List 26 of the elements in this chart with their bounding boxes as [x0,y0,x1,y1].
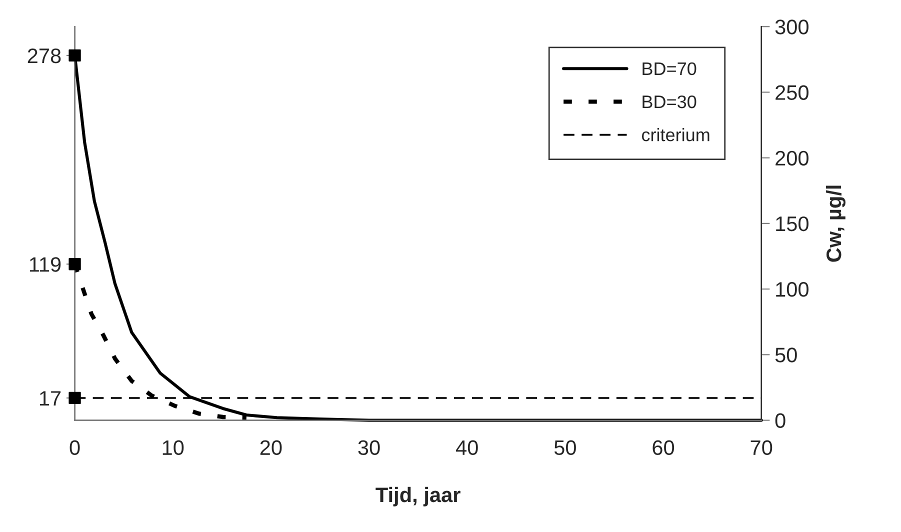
legend-label: BD=70 [642,62,696,76]
y2-tick-label: 150 [776,216,808,232]
y-tick-label: 119 [30,257,61,272]
point [68,258,81,270]
y-tick-label: 278 [28,48,61,64]
y2-tick-label: 300 [775,20,808,34]
legend-label: criterium [642,128,710,142]
x-tick-label: 40 [456,440,478,456]
y2-tick-label: 0 [775,413,786,428]
point [68,392,81,404]
x-tick-label: 70 [750,440,772,456]
x-tick-label: 0 [70,440,80,456]
y2-axis-title: Cw, µg/l [826,186,846,262]
x-tick-label: 30 [358,440,380,456]
x-tick-label: 50 [554,440,576,456]
y2-tick-label: 100 [776,282,808,297]
y2-tick-label: 50 [775,348,797,362]
x-axis-title: Tijd, jaar [376,486,460,506]
x-tick-label: 10 [162,440,184,456]
y2-tick-label: 250 [776,85,808,100]
y2-tick-label: 200 [776,150,808,166]
point [68,49,81,62]
x-tick-label: 20 [260,440,282,456]
x-tick-label: 60 [652,440,674,456]
legend-label: BD=30 [642,95,696,108]
y-tick-label: 17 [40,391,61,406]
